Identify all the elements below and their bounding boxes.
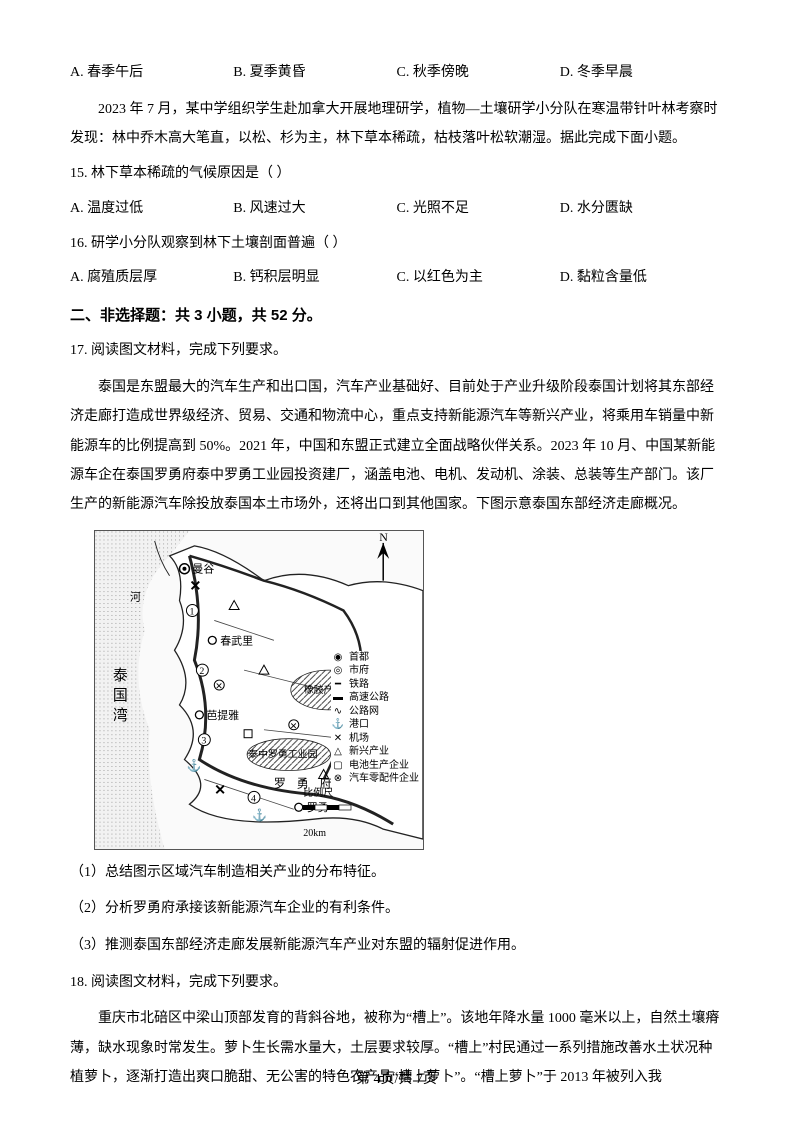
q15-option-c: C. 光照不足 xyxy=(397,196,560,223)
parts-icon-2: ✕ xyxy=(289,720,299,731)
legend-city: 市府 xyxy=(349,664,369,678)
q15-options: A. 温度过低 B. 风速过大 C. 光照不足 D. 水分匮缺 xyxy=(70,196,723,223)
legend-road: 公路网 xyxy=(349,705,379,719)
q16-option-a: A. 腐殖质层厚 xyxy=(70,265,233,292)
q16-option-c: C. 以红色为主 xyxy=(397,265,560,292)
svg-text:3: 3 xyxy=(201,735,206,746)
legend-emerging-icon: △ xyxy=(331,745,345,759)
port-icon-1: ⚓ xyxy=(186,758,201,772)
legend-road-icon: ∿ xyxy=(331,705,345,719)
q14-option-b: B. 夏季黄昏 xyxy=(233,60,396,87)
scale-label: 比例尺 xyxy=(303,788,333,799)
q17-sub2: （2）分析罗勇府承接该新能源汽车企业的有利条件。 xyxy=(70,896,723,923)
section-2-heading: 二、非选择题：共 3 小题，共 52 分。 xyxy=(70,302,723,331)
bangkok-label: 曼谷 xyxy=(192,563,214,576)
q15-stem: 15. 林下草本稀疏的气候原因是（ ） xyxy=(70,161,723,188)
legend-capital-icon: ◉ xyxy=(331,651,345,665)
legend-airport-icon: ✕ xyxy=(331,732,345,746)
thailand-eec-map: 河 橡胶产地 泰中罗勇工业园 曼谷 春武里 芭提雅 罗勇 罗 勇 府 ✕ ✕ ⚓… xyxy=(94,530,424,850)
svg-text:✕: ✕ xyxy=(290,721,298,731)
airport-icon-1: ✕ xyxy=(189,579,201,594)
passage-15-16: 2023 年 7 月，某中学组织学生赴加拿大开展地理研学，植物—土壤研学小分队在… xyxy=(70,95,723,154)
legend-city-icon: ◎ xyxy=(331,664,345,678)
parts-icon-1: ✕ xyxy=(214,680,224,691)
legend-hwy: 高速公路 xyxy=(349,691,389,705)
legend-emerging: 新兴产业 xyxy=(349,745,389,759)
q14-option-c: C. 秋季傍晚 xyxy=(397,60,560,87)
river-label: 河 xyxy=(130,590,141,603)
svg-text:4: 4 xyxy=(251,793,256,804)
q14-option-a: A. 春季午后 xyxy=(70,60,233,87)
chonburi-label: 春武里 xyxy=(220,634,253,647)
page-footer: 第 4页/共 7页 xyxy=(0,1067,793,1094)
legend-capital: 首都 xyxy=(349,651,369,665)
q16-option-b: B. 钙积层明显 xyxy=(233,265,396,292)
park-label: 泰中罗勇工业园 xyxy=(248,747,318,760)
legend-rail-icon: ━ xyxy=(331,678,345,692)
q14-option-d: D. 冬季早晨 xyxy=(560,60,723,87)
legend-battery-icon: ▢ xyxy=(331,759,345,773)
north-label: N xyxy=(379,531,388,544)
legend-port-icon: ⚓ xyxy=(331,718,345,732)
svg-text:2: 2 xyxy=(199,666,204,677)
legend-hwy-icon: ▬ xyxy=(331,691,345,705)
airport-icon-2: ✕ xyxy=(214,783,226,798)
legend-port: 港口 xyxy=(349,718,369,732)
legend-battery: 电池生产企业 xyxy=(349,759,409,773)
q15-option-b: B. 风速过大 xyxy=(233,196,396,223)
q15-option-d: D. 水分匮缺 xyxy=(560,196,723,223)
scale-bar: 比例尺 20km xyxy=(303,784,417,842)
q14-options: A. 春季午后 B. 夏季黄昏 C. 秋季傍晚 D. 冬季早晨 xyxy=(70,60,723,87)
q17-sub1: （1）总结图示区域汽车制造相关产业的分布特征。 xyxy=(70,860,723,887)
map-legend: ◉ 首都 ◎ 市府 ━ 铁路 ▬ 高速公路 ∿ 公路网 ⚓ 港口 ✕ 机场 △ 新兴产业 ▢ 电池… xyxy=(331,651,419,786)
north-arrow-icon: N xyxy=(377,531,389,581)
q16-option-d: D. 黏粒含量低 xyxy=(560,265,723,292)
q17-stem: 17. 阅读图文材料，完成下列要求。 xyxy=(70,338,723,365)
svg-text:✕: ✕ xyxy=(215,681,223,691)
svg-text:1: 1 xyxy=(189,606,194,617)
q15-option-a: A. 温度过低 xyxy=(70,196,233,223)
q17-sub3: （3）推测泰国东部经济走廊发展新能源汽车产业对东盟的辐射促进作用。 xyxy=(70,933,723,960)
pattaya-label: 芭提雅 xyxy=(206,708,239,722)
q16-stem: 16. 研学小分队观察到林下土壤剖面普遍（ ） xyxy=(70,231,723,258)
scale-km: 20km xyxy=(303,828,326,839)
q16-options: A. 腐殖质层厚 B. 钙积层明显 C. 以红色为主 D. 黏粒含量低 xyxy=(70,265,723,292)
q17-passage: 泰国是东盟最大的汽车生产和出口国，汽车产业基础好、目前处于产业升级阶段泰国计划将… xyxy=(70,373,723,520)
legend-airport: 机场 xyxy=(349,732,369,746)
q18-stem: 18. 阅读图文材料，完成下列要求。 xyxy=(70,970,723,997)
legend-rail: 铁路 xyxy=(349,678,369,692)
bangkok-dot xyxy=(182,567,186,571)
gulf-of-thailand xyxy=(95,531,189,849)
port-icon-2: ⚓ xyxy=(252,808,267,822)
gulf-label: 泰国湾 xyxy=(113,667,128,724)
